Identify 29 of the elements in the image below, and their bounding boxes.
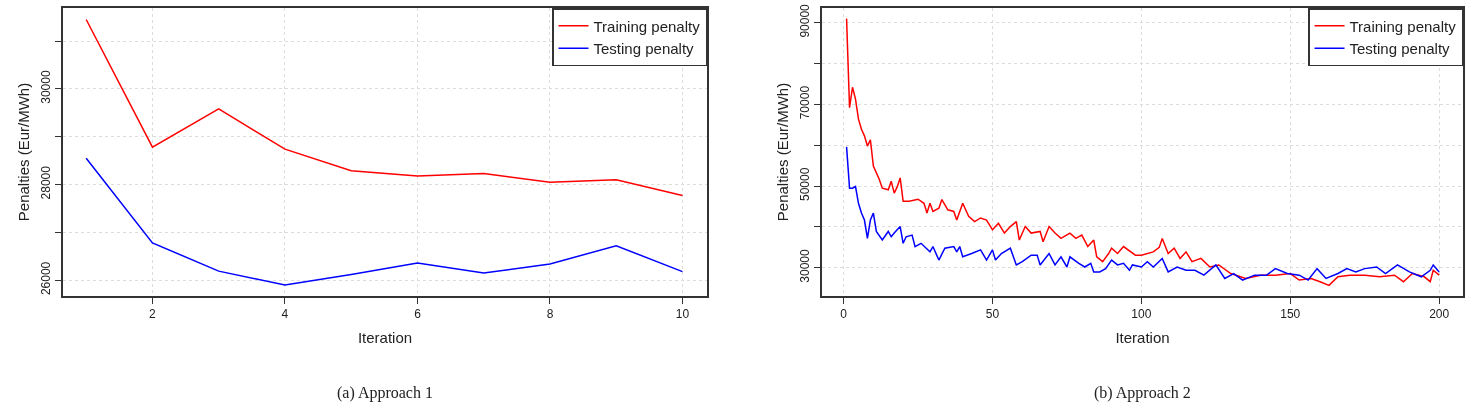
x-tick-label: 2 [149,307,157,322]
x-tick-label: 100 [1131,307,1152,322]
y-tick-label: 70000 [798,85,813,120]
y-tick-label: 28000 [39,165,54,200]
line-series [845,146,1440,281]
line-series [85,157,684,286]
y-axis-title: Penalties (Eur/MWh) [15,82,33,222]
x-tick-label: 4 [281,307,289,322]
x-tick-label: 10 [675,307,690,322]
y-tick-label: 50000 [798,167,813,201]
y-axis-title: Penalties (Eur/MWh) [774,82,792,222]
x-axis-title: Iteration [1115,328,1170,346]
legend-label: Testing penalty [1349,40,1451,58]
y-tick-label: 26000 [39,261,54,296]
x-axis-title: Iteration [357,328,413,346]
legend-label: Training penalty [593,17,701,35]
x-tick-label: 150 [1280,307,1301,322]
legend-label: Training penalty [1349,17,1457,35]
x-tick-label: 8 [546,307,554,322]
legend-label: Testing penalty [593,40,695,58]
x-tick-label: 6 [414,307,422,322]
y-tick-label: 30000 [798,249,813,283]
text: (a) Approach 1 [337,384,433,402]
text: (b) Approach 2 [1094,384,1191,402]
x-tick-label: 50 [985,307,1000,322]
y-tick-label: 30000 [39,70,54,104]
y-tick-label: 90000 [798,3,813,38]
x-tick-label: 0 [840,307,848,322]
x-tick-label: 200 [1429,307,1450,322]
